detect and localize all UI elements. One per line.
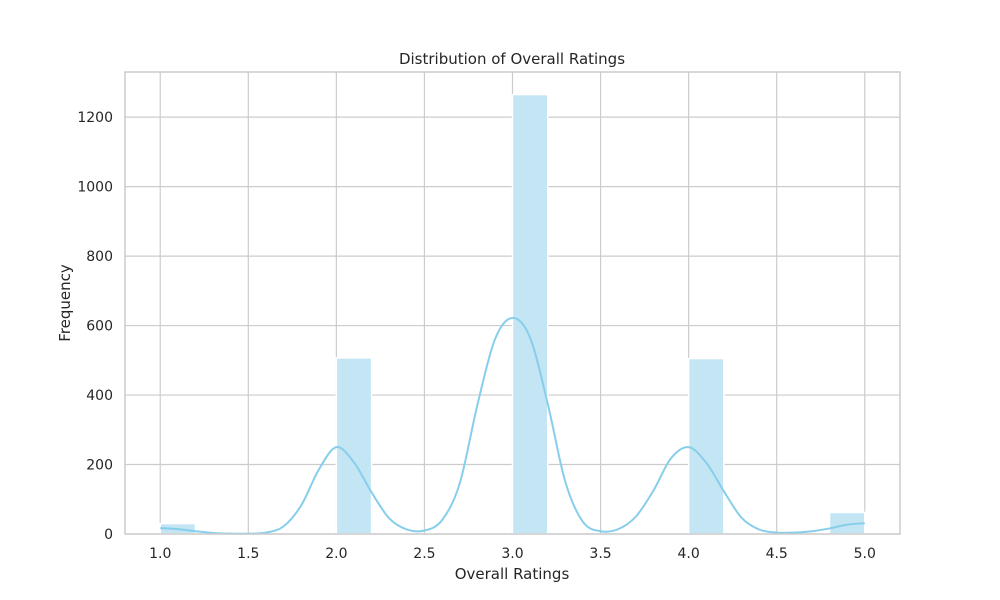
histogram-bar-5 — [335, 357, 373, 535]
y-tick-label-1: 200 — [86, 458, 113, 474]
x-axis-title: Overall Ratings — [455, 565, 570, 583]
plot-border — [124, 71, 901, 535]
x-tick-label-2: 2.0 — [325, 546, 347, 562]
kde-curve — [160, 316, 865, 535]
plot-frame — [124, 71, 901, 535]
x-tick-label-0: 1.0 — [149, 546, 171, 562]
x-tick-label-4: 3.0 — [501, 546, 523, 562]
y-tick-label-2: 400 — [86, 388, 113, 404]
x-tick-label-3: 2.5 — [413, 546, 435, 562]
y-tick-labels: 0 200 400 600 800 1000 1200 — [77, 110, 113, 543]
histogram-bars — [159, 93, 866, 535]
histogram-bar-10 — [511, 93, 549, 535]
x-tick-label-6: 4.0 — [678, 546, 700, 562]
chart-title: Distribution of Overall Ratings — [399, 50, 625, 68]
y-tick-label-6: 1200 — [77, 110, 113, 126]
y-tick-label-5: 1000 — [77, 180, 113, 196]
y-axis-title: Frequency — [56, 264, 74, 342]
x-tick-label-5: 3.5 — [589, 546, 611, 562]
kde-curve-group — [160, 316, 865, 535]
x-tick-label-1: 1.5 — [237, 546, 259, 562]
x-tick-label-7: 4.5 — [766, 546, 788, 562]
x-tick-labels: 1.0 1.5 2.0 2.5 3.0 3.5 4.0 4.5 5.0 — [149, 546, 876, 562]
x-tick-label-8: 5.0 — [854, 546, 876, 562]
y-tick-label-3: 600 — [86, 319, 113, 335]
y-tick-label-0: 0 — [104, 527, 113, 543]
histogram-bar-15 — [687, 357, 725, 535]
y-tick-label-4: 800 — [86, 249, 113, 265]
